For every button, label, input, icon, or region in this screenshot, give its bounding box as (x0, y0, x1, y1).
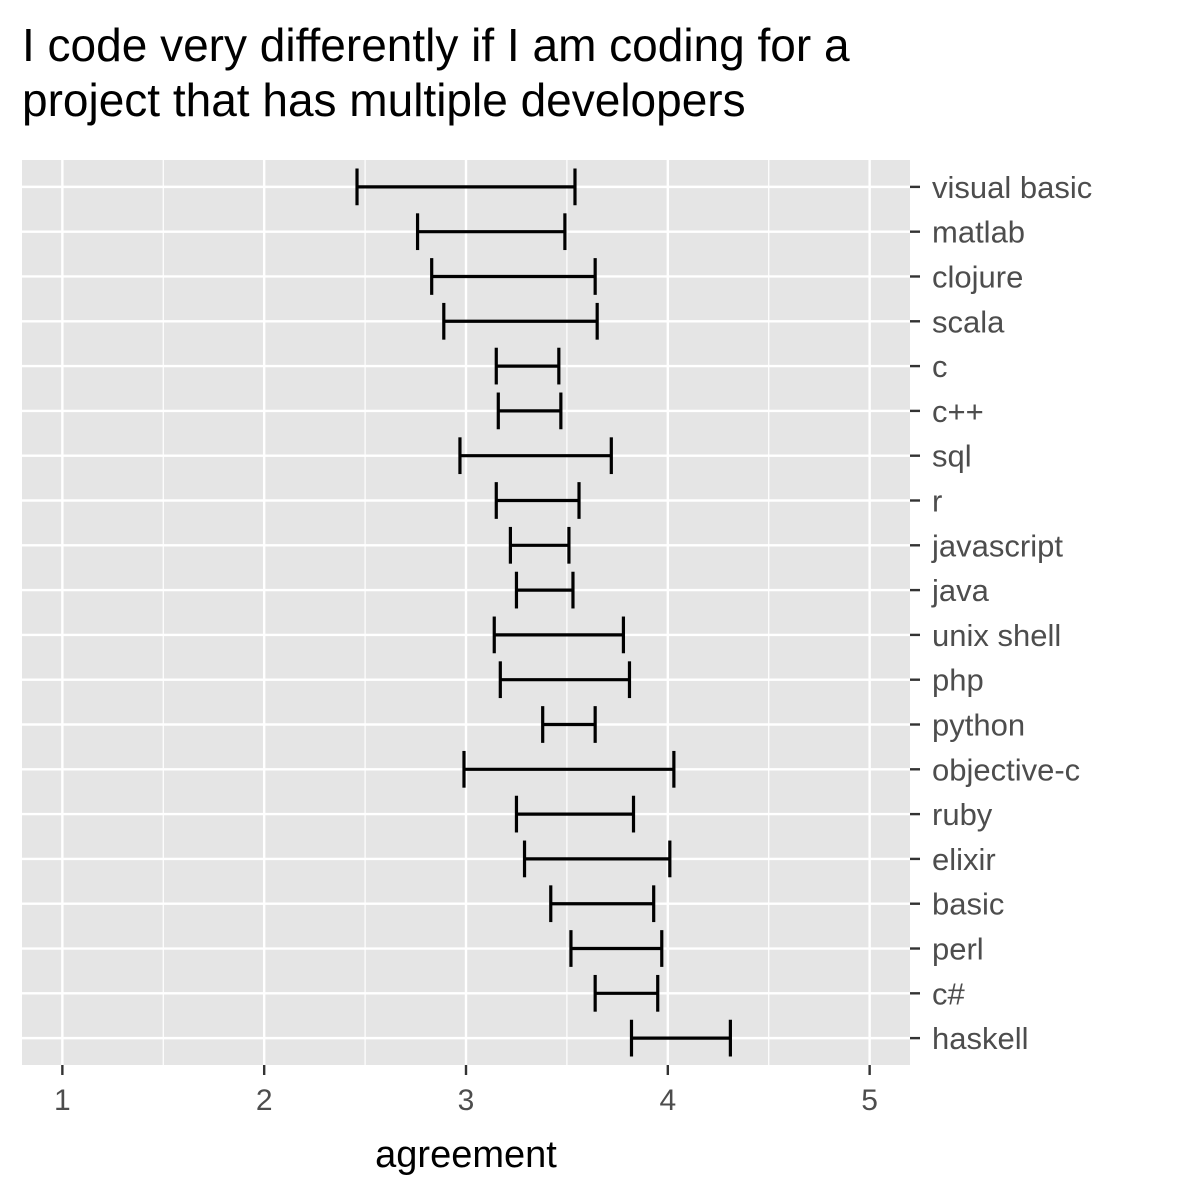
chart-title: I code very differently if I am coding f… (22, 18, 1172, 128)
y-tick-label: python (932, 708, 1025, 743)
error-bar (541, 706, 597, 743)
error-bar (494, 482, 581, 519)
y-tick-label: javascript (931, 528, 1063, 563)
y-tick-label: c (932, 349, 948, 384)
x-tick-label: 2 (256, 1084, 273, 1117)
error-bar (458, 437, 613, 475)
error-bar (496, 392, 563, 430)
error-bar (569, 930, 664, 967)
y-tick-label: c++ (932, 394, 984, 429)
error-bar (593, 974, 660, 1012)
error-bars (355, 168, 732, 1057)
error-bar (514, 795, 636, 833)
error-bar (498, 661, 632, 699)
x-axis: 1 2 3 4 5 (54, 1065, 878, 1117)
y-tick-label: perl (932, 932, 984, 967)
chart-title-line-2: project that has multiple developers (22, 74, 746, 126)
x-tick-label: 1 (54, 1084, 71, 1117)
y-tick-label: java (931, 573, 990, 608)
error-bar (522, 840, 672, 878)
x-tick-label: 3 (458, 1084, 475, 1117)
error-bar (415, 213, 567, 251)
y-tick-label: basic (932, 887, 1004, 922)
y-tick-label: scala (932, 304, 1005, 339)
error-bar (430, 258, 597, 295)
y-tick-label: php (932, 663, 984, 698)
x-tick-label: 5 (861, 1084, 878, 1117)
error-bar (355, 168, 577, 206)
y-tick-label: sql (932, 439, 972, 474)
y-tick-label: elixir (932, 842, 996, 877)
error-bar (442, 302, 599, 340)
x-tick-label: 4 (659, 1084, 676, 1117)
error-bar (514, 571, 575, 609)
y-axis: visual basic matlab clojure scala c c++ sql r ja… (910, 170, 1092, 1056)
error-bar (508, 526, 571, 564)
x-axis-title: agreement (375, 1134, 557, 1176)
error-bar (462, 750, 676, 788)
chart-title-line-1: I code very differently if I am coding f… (22, 19, 850, 71)
y-tick-label: ruby (932, 797, 993, 832)
y-tick-label: c# (932, 976, 966, 1011)
minor-gridlines (162, 160, 770, 1065)
y-tick-label: haskell (932, 1021, 1029, 1056)
error-bar (549, 885, 656, 923)
error-bar (494, 347, 561, 385)
y-tick-label: clojure (932, 259, 1023, 294)
error-bar (492, 616, 626, 654)
y-tick-label: unix shell (932, 618, 1061, 653)
y-tick-label: visual basic (932, 170, 1092, 205)
y-tick-label: r (932, 483, 942, 518)
error-bar (629, 1019, 732, 1057)
y-tick-label: objective-c (932, 752, 1080, 787)
y-tick-label: matlab (932, 215, 1025, 250)
